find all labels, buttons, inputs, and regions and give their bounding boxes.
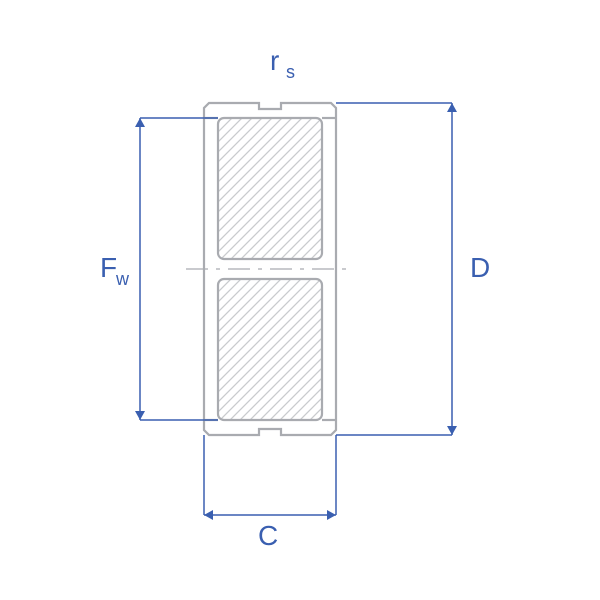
dim-label-Fw-sub: w: [115, 269, 130, 289]
roller: [218, 118, 322, 259]
dim-label-Fw: F: [100, 252, 117, 283]
bearing-cross-section-diagram: Fw D Crs: [0, 0, 600, 600]
dim-label-C: C: [258, 520, 278, 551]
dim-label-rs: r: [270, 45, 279, 76]
dim-label-rs-sub: s: [286, 62, 295, 82]
roller: [218, 279, 322, 420]
dim-label-D: D: [470, 252, 490, 283]
